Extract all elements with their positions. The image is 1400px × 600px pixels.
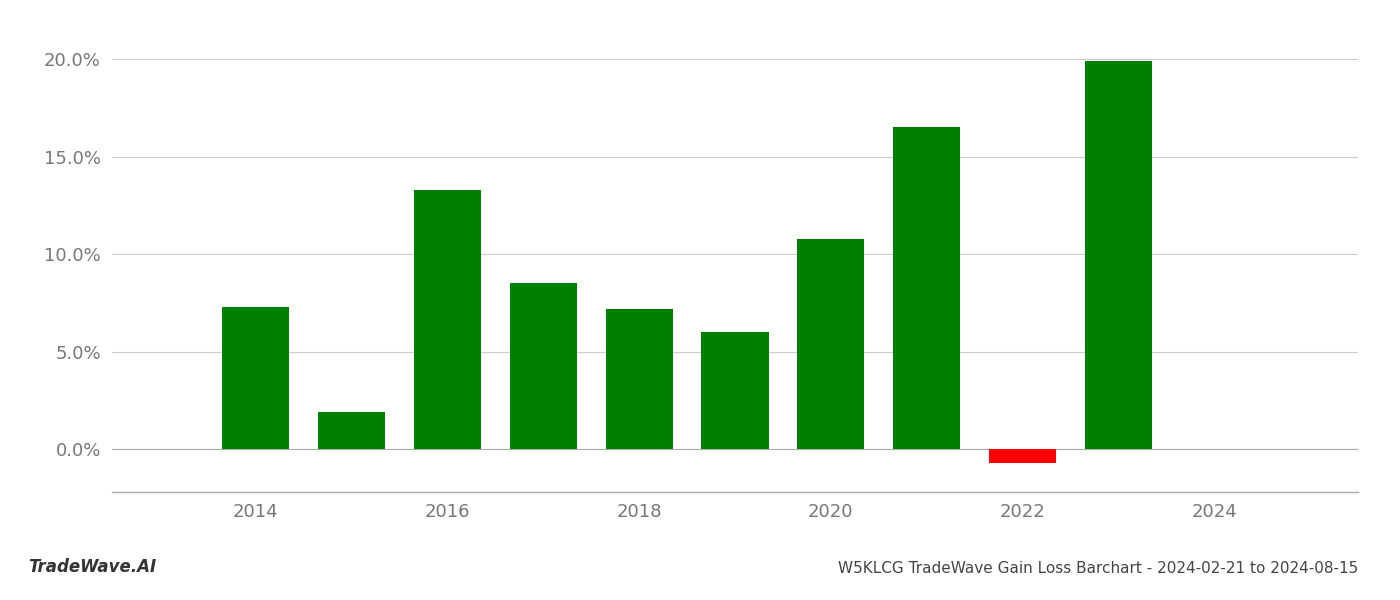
Bar: [606, 309, 673, 449]
Bar: [510, 283, 577, 449]
Bar: [701, 332, 769, 449]
Bar: [893, 127, 960, 449]
Bar: [988, 449, 1056, 463]
Bar: [223, 307, 290, 449]
Bar: [798, 239, 864, 449]
Text: W5KLCG TradeWave Gain Loss Barchart - 2024-02-21 to 2024-08-15: W5KLCG TradeWave Gain Loss Barchart - 20…: [837, 561, 1358, 576]
Bar: [318, 412, 385, 449]
Bar: [414, 190, 482, 449]
Bar: [1085, 61, 1152, 449]
Text: TradeWave.AI: TradeWave.AI: [28, 558, 157, 576]
